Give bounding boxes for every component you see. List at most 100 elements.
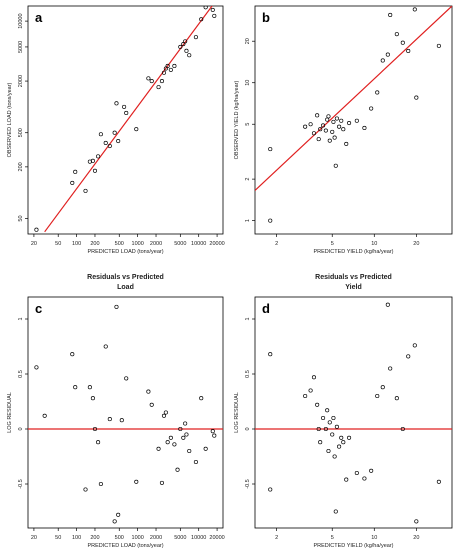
data-point — [414, 519, 419, 524]
data-point — [112, 519, 117, 524]
data-point — [333, 163, 338, 168]
data-point — [210, 7, 215, 12]
data-point — [114, 304, 119, 309]
data-point — [124, 110, 129, 116]
data-point — [156, 85, 161, 90]
panel-label: d — [262, 301, 270, 316]
data-point — [178, 44, 183, 49]
data-point — [315, 402, 320, 407]
data-point — [388, 12, 393, 18]
data-point — [331, 119, 336, 124]
panel-title: Residuals vs Predicted — [87, 274, 164, 281]
data-point — [321, 415, 326, 421]
x-tick-label: 50 — [55, 535, 61, 541]
y-tick-label: 200 — [18, 162, 24, 171]
data-point — [42, 413, 47, 418]
data-point — [199, 17, 204, 22]
data-point — [375, 393, 380, 399]
data-point — [116, 138, 121, 144]
data-point — [172, 63, 177, 69]
data-point — [107, 417, 112, 422]
data-point — [156, 446, 161, 451]
data-point — [92, 426, 98, 432]
y-tick-label: 1 — [18, 317, 24, 320]
data-point — [406, 48, 411, 53]
y-tick-label: 20 — [245, 38, 251, 44]
y-tick-label: 10 — [245, 80, 251, 86]
data-point — [400, 426, 405, 432]
data-point — [414, 95, 419, 100]
data-point — [341, 127, 346, 132]
data-point — [308, 388, 313, 393]
panel-title: Residuals vs Predicted — [315, 274, 392, 281]
data-point — [161, 70, 167, 75]
y-tick-label: 500 — [18, 128, 24, 137]
x-axis-label: PREDICTED LOAD (tons/year) — [87, 543, 163, 549]
panel-c: c Residuals vs Predicted Load 20 50 100 200 500… — [7, 274, 225, 549]
data-point — [334, 116, 339, 121]
data-point — [380, 58, 385, 63]
data-point — [369, 468, 374, 473]
data-point — [406, 354, 411, 359]
y-tick-label: 1 — [245, 219, 251, 222]
y-tick-label: 50 — [18, 215, 24, 221]
panel-label: b — [262, 10, 270, 25]
data-point — [316, 137, 321, 142]
data-point — [87, 385, 92, 390]
data-point — [187, 448, 192, 454]
data-point — [326, 114, 331, 119]
data-point — [107, 143, 112, 149]
data-point — [92, 168, 98, 173]
y-axis-label: LOG RESIDUAL — [234, 392, 240, 433]
data-point — [159, 79, 164, 84]
data-point — [375, 90, 380, 95]
data-point — [412, 343, 417, 348]
y-tick-label: 0.5 — [18, 370, 24, 378]
data-point — [380, 385, 385, 390]
data-point — [124, 376, 129, 381]
data-point — [116, 512, 121, 517]
plot-frame — [254, 296, 453, 529]
y-tick-label: 0 — [245, 427, 251, 430]
x-tick-label: 10 — [371, 241, 377, 247]
data-point — [334, 424, 339, 429]
x-tick-label: 500 — [115, 535, 124, 541]
x-tick-label: 20 — [31, 535, 37, 541]
data-point — [98, 132, 103, 137]
data-point — [163, 410, 168, 415]
x-tick-label: 100 — [72, 535, 81, 541]
x-tick-label: 2000 — [150, 535, 162, 541]
data-point — [331, 415, 336, 421]
plot-frame — [27, 296, 224, 529]
data-point — [327, 420, 332, 425]
x-tick-label: 2 — [275, 535, 278, 541]
data-point — [70, 352, 75, 357]
x-tick-label: 500 — [115, 241, 124, 247]
data-point — [333, 509, 338, 514]
x-tick-label: 20 — [31, 241, 37, 247]
data-point — [98, 481, 103, 487]
y-tick-label: 0 — [18, 427, 24, 430]
y-tick-label: 1 — [245, 317, 251, 320]
data-point — [394, 32, 399, 37]
y-tick-label: 5000 — [18, 41, 24, 53]
data-point — [303, 393, 308, 399]
data-point — [344, 141, 349, 146]
plot-frame — [254, 5, 453, 235]
panel-b: b 2 5 10 20 1 2 5 10 20 PREDICTED YIELD (kg/ha/yea… — [234, 5, 453, 255]
data-point — [103, 140, 108, 146]
data-point — [327, 138, 332, 143]
x-tick-label: 5 — [331, 241, 334, 247]
panel-d: d Residuals vs Predicted Yield 2 5 10 20 -0.5 0 0… — [234, 274, 453, 549]
panel-title: Load — [117, 284, 134, 291]
data-point — [210, 429, 215, 434]
data-point — [184, 48, 189, 53]
data-point — [325, 117, 330, 122]
y-axis-label: LOG RESIDUAL — [7, 392, 13, 433]
y-tick-label: 5 — [245, 123, 251, 126]
x-tick-label: 5000 — [174, 535, 186, 541]
data-point — [369, 106, 374, 111]
data-point — [354, 470, 359, 476]
data-point — [184, 432, 189, 437]
